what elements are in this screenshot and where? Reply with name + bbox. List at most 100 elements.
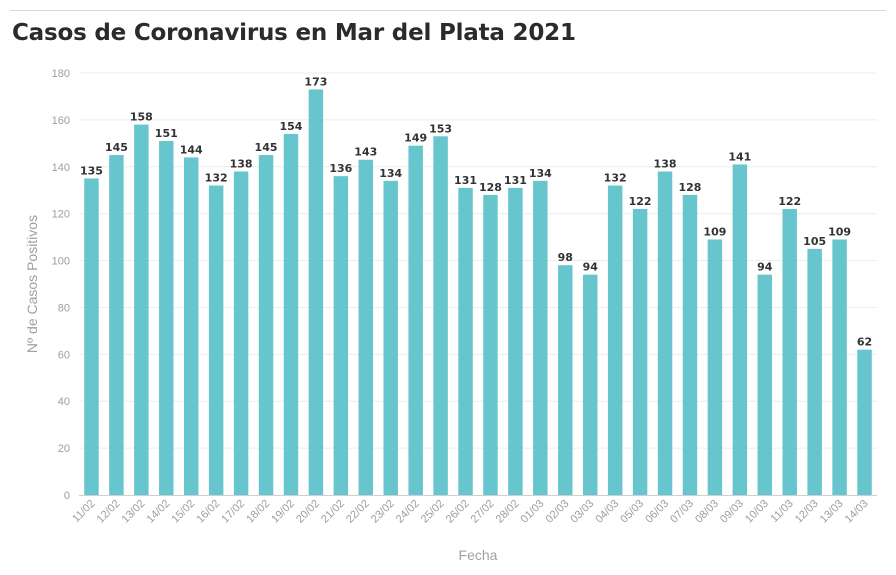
x-tick-label: 05/03 <box>618 498 646 526</box>
data-label: 141 <box>728 150 751 163</box>
data-label: 128 <box>678 181 701 194</box>
data-label: 145 <box>255 141 278 154</box>
y-tick-label: 140 <box>52 162 70 174</box>
data-label: 154 <box>279 120 302 133</box>
bar[interactable] <box>308 89 324 496</box>
bar[interactable] <box>657 171 673 495</box>
bar[interactable] <box>508 187 523 495</box>
x-tick-label: 13/02 <box>120 498 148 526</box>
data-label: 128 <box>479 181 502 194</box>
y-axis-ticks: 0 20 40 60 80 100 120 140 160 180 <box>52 68 70 502</box>
data-label: 138 <box>230 157 253 170</box>
data-label: 94 <box>583 261 599 274</box>
data-label: 134 <box>529 167 552 180</box>
bar[interactable] <box>258 155 274 496</box>
x-tick-label: 08/03 <box>693 498 721 526</box>
data-label: 94 <box>757 261 773 274</box>
y-tick-label: 0 <box>64 490 70 502</box>
x-tick-label: 07/03 <box>668 498 696 526</box>
x-tick-label: 09/03 <box>718 498 746 526</box>
data-labels-layer: 1351451581511441321381451541731361431341… <box>80 75 872 348</box>
bar[interactable] <box>757 274 773 495</box>
data-label: 132 <box>604 172 627 185</box>
bar[interactable] <box>458 187 473 495</box>
data-label: 134 <box>379 167 402 180</box>
bar[interactable] <box>582 274 598 495</box>
bar[interactable] <box>782 208 797 495</box>
bar[interactable] <box>183 157 199 495</box>
bar[interactable] <box>632 208 648 495</box>
bar[interactable] <box>208 185 224 496</box>
data-label: 109 <box>703 225 726 238</box>
bar[interactable] <box>159 140 174 495</box>
x-tick-label: 17/02 <box>219 498 247 526</box>
bar[interactable] <box>383 180 398 495</box>
bar[interactable] <box>358 159 374 495</box>
x-tick-label: 11/02 <box>70 498 97 525</box>
data-label: 105 <box>803 235 826 248</box>
data-label: 149 <box>404 132 427 145</box>
bar[interactable] <box>707 239 723 495</box>
x-axis-ticks: 11/0212/0213/0214/0215/0216/0217/0218/02… <box>70 498 870 526</box>
y-tick-label: 80 <box>58 302 70 314</box>
x-tick-label: 12/02 <box>95 498 123 526</box>
x-tick-label: 27/02 <box>469 498 497 526</box>
bar[interactable] <box>233 171 249 495</box>
bars-layer <box>84 89 872 496</box>
x-tick-label: 24/02 <box>394 498 422 526</box>
bar[interactable] <box>732 164 748 495</box>
data-label: 122 <box>778 195 801 208</box>
y-tick-label: 60 <box>58 349 70 361</box>
x-tick-label: 18/02 <box>244 498 272 526</box>
data-label: 135 <box>80 165 103 178</box>
data-label: 173 <box>304 75 327 88</box>
x-tick-label: 06/03 <box>643 498 671 526</box>
bar[interactable] <box>682 194 698 495</box>
x-axis-title: Fecha <box>459 547 498 563</box>
x-tick-label: 16/02 <box>194 498 222 526</box>
x-tick-label: 25/02 <box>419 498 447 526</box>
bar[interactable] <box>84 178 99 496</box>
x-tick-label: 03/03 <box>568 498 596 526</box>
data-label: 131 <box>454 174 477 187</box>
x-tick-label: 13/03 <box>818 498 846 526</box>
data-label: 145 <box>105 141 128 154</box>
bar[interactable] <box>283 133 299 495</box>
bar[interactable] <box>857 349 872 495</box>
y-tick-label: 160 <box>52 115 70 127</box>
x-tick-label: 28/02 <box>494 498 522 526</box>
x-tick-label: 11/03 <box>768 498 795 525</box>
data-label: 158 <box>130 111 153 124</box>
data-label: 131 <box>504 174 527 187</box>
data-label: 109 <box>828 225 851 238</box>
bar[interactable] <box>832 239 847 495</box>
bar[interactable] <box>408 145 423 495</box>
x-tick-label: 20/02 <box>294 498 322 526</box>
data-label: 98 <box>558 251 573 264</box>
x-tick-label: 14/02 <box>144 498 172 526</box>
data-label: 62 <box>857 336 872 349</box>
bar[interactable] <box>433 136 448 496</box>
bar[interactable] <box>533 180 548 495</box>
chart-title: Casos de Coronavirus en Mar del Plata 20… <box>12 20 576 46</box>
data-label: 143 <box>354 146 377 159</box>
y-axis-title: Nº de Casos Positivos <box>24 215 40 353</box>
y-tick-label: 20 <box>58 443 70 455</box>
bar[interactable] <box>109 155 124 496</box>
x-tick-label: 12/03 <box>793 498 821 526</box>
bar[interactable] <box>333 176 349 495</box>
top-divider <box>10 10 886 11</box>
y-tick-label: 40 <box>58 396 70 408</box>
bar[interactable] <box>807 248 822 495</box>
x-tick-label: 26/02 <box>444 498 472 526</box>
bar[interactable] <box>558 265 573 495</box>
x-tick-label: 10/03 <box>743 498 771 526</box>
data-label: 122 <box>629 195 652 208</box>
bar[interactable] <box>134 124 149 496</box>
data-label: 144 <box>180 143 203 156</box>
x-tick-label: 21/02 <box>319 498 347 526</box>
data-label: 151 <box>155 127 178 140</box>
bar[interactable] <box>607 185 623 496</box>
bar[interactable] <box>483 194 498 495</box>
